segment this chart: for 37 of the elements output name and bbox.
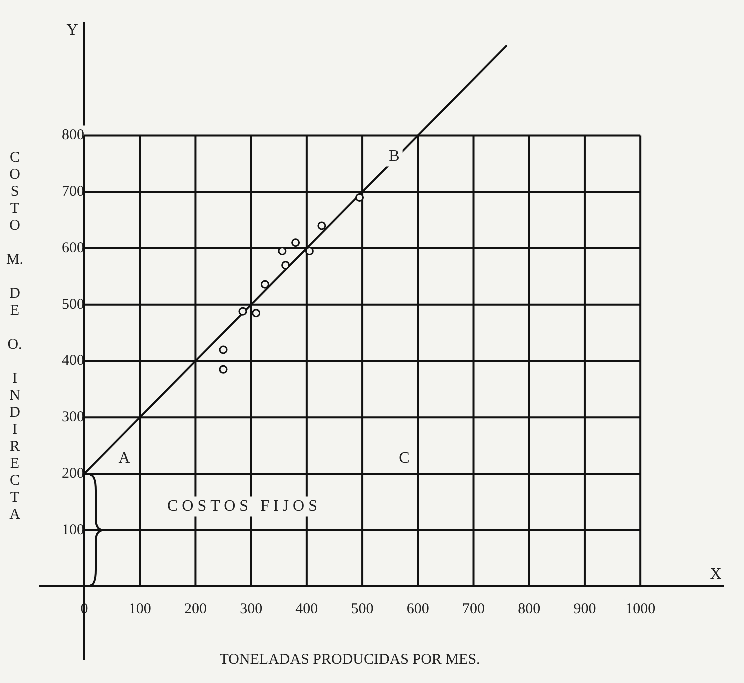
- x-tick-label: 1000: [626, 602, 656, 618]
- annotation: X: [710, 566, 722, 583]
- annotation: A: [118, 450, 131, 467]
- y-tick-label: 400: [62, 353, 84, 370]
- annotation: COSTOS FIJOS: [168, 498, 322, 515]
- point: [238, 307, 248, 316]
- point: [252, 309, 261, 318]
- y-tick-label: 100: [62, 522, 84, 538]
- annotation: Y: [66, 22, 79, 40]
- x-tick-label: 300: [240, 602, 263, 618]
- x-tick-label: 100: [128, 602, 152, 618]
- point: [305, 247, 314, 256]
- point: [356, 194, 364, 202]
- y-tick-label: 200: [62, 466, 84, 482]
- y-tick-label: 700: [62, 184, 84, 200]
- annotation: B: [389, 148, 400, 165]
- annotation: C: [399, 450, 410, 467]
- point: [292, 238, 300, 248]
- x-tick-label: 900: [574, 602, 596, 618]
- point: [219, 365, 228, 374]
- text: COSTO M. DE O. INDIRECTA: [6, 150, 24, 523]
- x-tick-label: 500: [351, 602, 374, 618]
- point: [278, 247, 287, 256]
- x-tick-label: 800: [518, 602, 541, 618]
- y-tick-label: 300: [62, 410, 84, 426]
- point: [260, 280, 270, 289]
- x-tick-label: 200: [184, 602, 207, 618]
- y-tick-label: 600: [62, 240, 84, 256]
- x-tick-label: 400: [296, 602, 318, 618]
- y-tick-label: 500: [62, 296, 84, 313]
- point: [219, 346, 228, 354]
- x-tick-label: 600: [406, 602, 430, 618]
- point: [282, 261, 290, 270]
- x-tick-label: 700: [462, 602, 486, 618]
- point: [318, 222, 326, 230]
- y-tick-label: 800: [62, 128, 84, 144]
- x-axis-title: TONELADAS PRODUCIDAS POR MES.: [218, 652, 482, 669]
